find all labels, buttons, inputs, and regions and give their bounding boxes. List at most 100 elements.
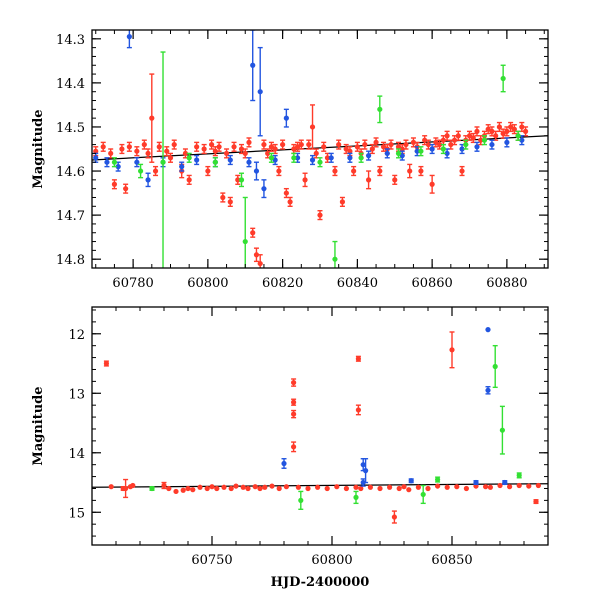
data-point	[332, 256, 338, 262]
data-point	[516, 472, 522, 478]
data-point	[204, 485, 210, 492]
data-point	[470, 135, 476, 141]
data-point	[440, 146, 446, 152]
data-point	[489, 128, 495, 134]
data-point	[93, 155, 99, 161]
data-point	[257, 260, 263, 267]
data-point	[492, 363, 498, 370]
data-point	[355, 407, 361, 413]
data-point	[186, 177, 192, 183]
data-point	[156, 144, 162, 150]
series-1	[281, 327, 508, 487]
data-point	[535, 482, 542, 489]
data-point	[103, 360, 109, 367]
x-axis-title: HJD-2400000	[271, 575, 370, 590]
data-point	[123, 485, 129, 492]
y-tick-label: 14.8	[56, 253, 85, 268]
data-point	[190, 487, 196, 493]
data-point	[161, 482, 167, 489]
data-point	[502, 479, 508, 486]
data-point	[522, 128, 529, 134]
data-point	[134, 148, 140, 154]
y-tick-label: 13	[68, 387, 85, 402]
data-point	[324, 485, 330, 492]
top-panel: 60780 60800 60820 60840 60860 60880 14.3 14.4 14…	[31, 29, 549, 291]
data-point	[420, 491, 426, 498]
data-point	[145, 150, 151, 157]
series-0	[93, 73, 529, 268]
data-point	[252, 484, 258, 490]
data-point	[261, 141, 267, 148]
data-point	[487, 484, 493, 490]
y-tick-label: 14.6	[56, 165, 85, 180]
data-point	[291, 155, 297, 161]
data-point	[355, 356, 361, 362]
data-point	[233, 483, 239, 489]
data-point	[149, 115, 155, 121]
data-point	[194, 157, 200, 163]
data-point	[295, 484, 301, 490]
data-point	[365, 153, 372, 159]
data-point	[448, 141, 454, 148]
data-point	[395, 150, 402, 157]
y-tick-label: 14.7	[56, 209, 85, 224]
data-point	[242, 238, 248, 245]
data-point	[291, 399, 297, 405]
data-point	[134, 159, 140, 165]
data-point	[126, 144, 132, 150]
data-point	[227, 199, 233, 205]
data-point	[160, 159, 166, 165]
x-tick-label: 60880	[486, 276, 527, 291]
data-point	[519, 124, 525, 130]
data-point	[377, 485, 383, 492]
data-point	[339, 199, 346, 205]
data-point	[281, 460, 287, 467]
data-point	[246, 139, 252, 145]
data-point	[280, 141, 286, 148]
data-point	[493, 133, 499, 139]
plot-frame	[91, 306, 549, 546]
data-point	[268, 155, 275, 161]
data-point	[197, 484, 203, 490]
series-2	[111, 51, 521, 268]
data-point	[257, 89, 263, 95]
data-point	[324, 155, 331, 161]
data-point	[474, 144, 480, 150]
data-point	[111, 159, 118, 165]
data-point	[145, 177, 151, 183]
x-tick-label: 60860	[411, 276, 452, 291]
data-point	[360, 462, 366, 468]
data-point	[283, 190, 289, 196]
data-point	[209, 484, 215, 490]
data-point	[108, 484, 114, 490]
data-point	[388, 141, 394, 148]
data-point	[253, 252, 260, 258]
data-point	[173, 488, 179, 495]
data-point	[179, 164, 185, 170]
plot-data	[92, 30, 548, 268]
data-point	[362, 141, 368, 148]
data-point	[499, 427, 505, 433]
data-point	[353, 484, 359, 490]
data-point	[422, 137, 428, 143]
data-point	[459, 168, 465, 174]
data-point	[276, 485, 282, 492]
data-point	[328, 155, 334, 161]
data-point	[212, 148, 218, 154]
data-point	[291, 379, 297, 386]
data-point	[257, 485, 263, 492]
data-point	[449, 347, 455, 353]
data-point	[126, 34, 132, 40]
data-point	[399, 146, 405, 152]
data-point	[246, 159, 252, 165]
data-point	[185, 485, 191, 492]
data-point	[406, 487, 412, 493]
data-point	[437, 141, 443, 148]
data-point	[463, 485, 469, 492]
data-point	[201, 146, 207, 152]
data-point	[269, 483, 275, 489]
y-tick-label: 12	[68, 328, 85, 343]
data-point	[332, 168, 338, 174]
